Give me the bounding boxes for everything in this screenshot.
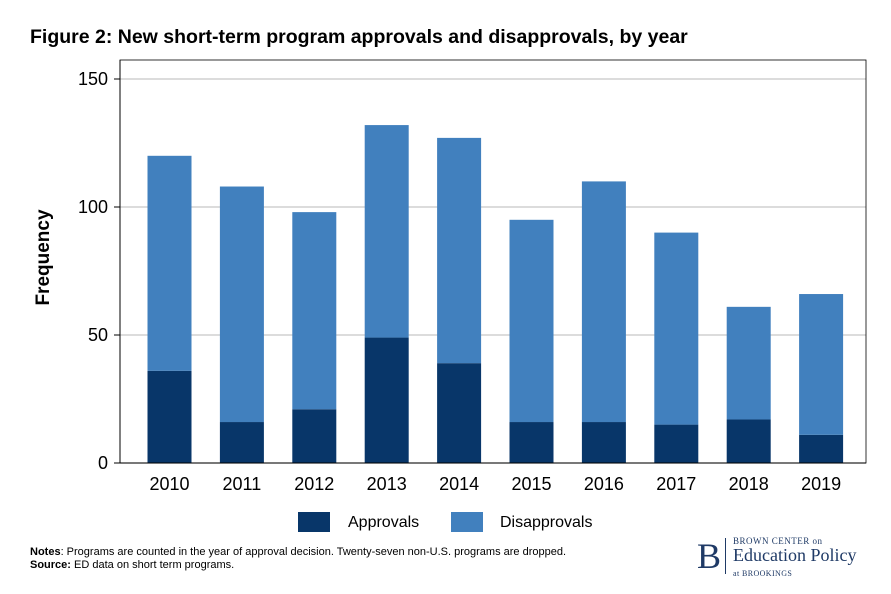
chart-notes: Notes: Programs are counted in the year … (30, 546, 566, 572)
legend-label-disapprovals: Disapprovals (500, 514, 592, 531)
y-tick-label: 100 (78, 197, 108, 217)
notes-text: : Programs are counted in the year of ap… (60, 546, 567, 558)
logo-letter: B (697, 536, 722, 576)
bar-approvals-2015 (509, 422, 554, 463)
bar-approvals-2013 (364, 337, 409, 463)
y-tick-label: 150 (78, 69, 108, 89)
legend-label-approvals: Approvals (348, 514, 419, 531)
x-tick-label: 2015 (511, 474, 551, 494)
logo-line3: at BROOKINGS (733, 569, 793, 578)
bar-disapprovals-2017 (654, 232, 699, 425)
bar-disapprovals-2014 (437, 137, 482, 364)
x-tick-label: 2012 (294, 474, 334, 494)
bar-approvals-2014 (437, 363, 482, 463)
logo-line2: Education Policy (733, 545, 857, 565)
bar-approvals-2010 (147, 370, 192, 463)
bar-disapprovals-2015 (509, 219, 554, 423)
x-tick-label: 2013 (367, 474, 407, 494)
bar-approvals-2019 (799, 434, 844, 463)
bar-disapprovals-2018 (726, 306, 771, 420)
logo-line1: BROWN CENTER on (733, 536, 823, 546)
bar-approvals-2017 (654, 424, 699, 463)
x-tick-label: 2019 (801, 474, 841, 494)
bar-disapprovals-2013 (364, 125, 409, 338)
chart-title: Figure 2: New short-term program approva… (30, 26, 688, 48)
bar-disapprovals-2010 (147, 155, 192, 371)
brookings-logo: B BROWN CENTER on Education Policy at BR… (697, 536, 877, 582)
notes-line: Notes: Programs are counted in the year … (30, 546, 566, 559)
plot-frame (119, 59, 867, 464)
bar-approvals-2016 (581, 422, 626, 463)
legend-swatch-approvals (298, 512, 330, 532)
x-tick-label: 2011 (223, 474, 262, 494)
y-tick-label: 0 (98, 453, 108, 473)
bar-disapprovals-2012 (292, 212, 337, 410)
y-axis-label: Frequency (33, 209, 54, 306)
x-tick-label: 2018 (729, 474, 769, 494)
bar-disapprovals-2019 (799, 294, 844, 435)
bar-disapprovals-2011 (219, 186, 264, 423)
bar-approvals-2011 (219, 422, 264, 463)
y-tick-label: 50 (88, 325, 108, 345)
notes-label: Notes (30, 546, 61, 558)
bar-approvals-2018 (726, 419, 771, 463)
x-tick-label: 2014 (439, 474, 479, 494)
x-tick-label: 2010 (149, 474, 189, 494)
bar-approvals-2012 (292, 409, 337, 463)
x-tick-label: 2017 (656, 474, 696, 494)
source-line: Source: ED data on short term programs. (30, 559, 566, 572)
legend-swatch-disapprovals (451, 512, 483, 532)
x-tick-label: 2016 (584, 474, 624, 494)
source-label: Source: (30, 559, 71, 571)
logo-divider (725, 538, 726, 574)
source-text: ED data on short term programs. (70, 559, 235, 571)
bar-disapprovals-2016 (581, 181, 626, 423)
